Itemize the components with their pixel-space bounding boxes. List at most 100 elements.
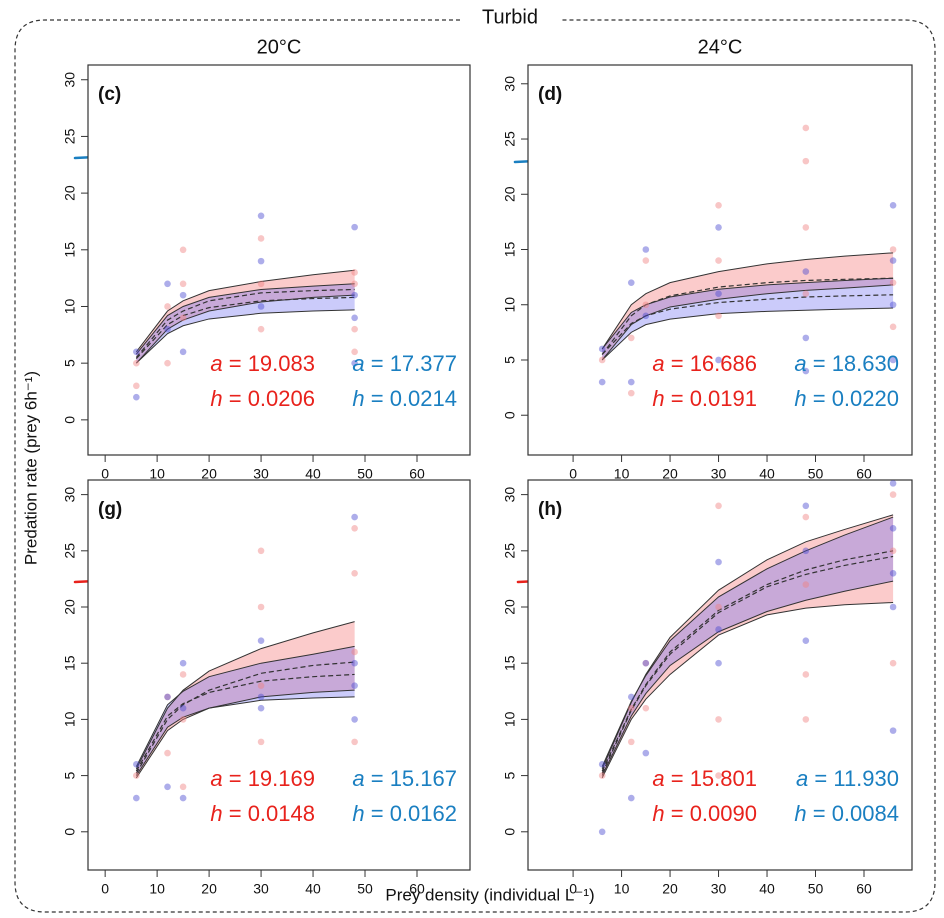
- data-point: [179, 671, 187, 678]
- data-point: [257, 738, 265, 746]
- x-tick-label: 20: [662, 881, 678, 897]
- data-point: [351, 314, 358, 322]
- data-point: [642, 749, 650, 757]
- y-tick-label: 20: [502, 186, 518, 202]
- data-point: [257, 212, 265, 220]
- parameter-label: a = 19.083: [210, 351, 315, 376]
- data-point: [715, 290, 722, 297]
- x-tick-label: 30: [253, 466, 269, 482]
- data-point: [133, 772, 140, 779]
- y-tick-label: 15: [502, 242, 518, 258]
- data-point: [802, 502, 810, 510]
- y-tick-label: 30: [502, 487, 518, 503]
- data-point: [715, 224, 722, 231]
- column-header: 20°C: [257, 36, 302, 58]
- data-point: [133, 348, 140, 356]
- data-point: [627, 334, 635, 342]
- data-point: [889, 603, 897, 611]
- x-tick-label: 40: [305, 881, 321, 897]
- data-point: [257, 637, 265, 645]
- data-point: [133, 359, 140, 367]
- data-point: [802, 290, 810, 297]
- data-point: [642, 704, 650, 712]
- data-point: [802, 334, 810, 342]
- data-point: [715, 257, 722, 264]
- panel: 0 10 20 30 40 50 60 0 5 10 15 20 25 30 (h) a = 15.801 h …: [502, 479, 913, 897]
- panel-label: (h): [538, 499, 562, 520]
- y-tick-label: 20: [62, 599, 78, 615]
- panel: 0 10 20 30 40 50 60 0 5 10 15 20 25 30 (g) a = 19.169 h …: [62, 479, 471, 897]
- confidence-band: [136, 270, 355, 364]
- band-edge: [135, 645, 355, 767]
- fit-line: [135, 673, 355, 772]
- x-tick-label: 20: [201, 881, 217, 897]
- data-point: [164, 749, 171, 757]
- band-edge: [601, 277, 894, 350]
- data-point: [889, 659, 897, 667]
- data-point: [133, 761, 140, 768]
- y-tick-label: 10: [62, 298, 78, 314]
- data-point: [802, 581, 810, 588]
- y-tick-label: 20: [502, 599, 518, 615]
- parameter-label: a = 15.801: [652, 766, 757, 791]
- data-point: [889, 202, 897, 209]
- confidence-band: [602, 278, 894, 360]
- parameter-label: h = 0.0148: [210, 801, 315, 826]
- data-point: [715, 356, 722, 364]
- band-edge: [601, 307, 894, 361]
- data-point: [598, 772, 606, 779]
- data-point: [351, 738, 358, 746]
- y-tick-label: 0: [502, 411, 518, 419]
- y-tick-label: 30: [62, 72, 78, 88]
- y-tick-label: 0: [502, 828, 518, 836]
- y-axis-label: Predation rate (prey 6h⁻¹): [21, 371, 40, 565]
- data-point: [133, 794, 140, 802]
- data-point: [164, 280, 171, 288]
- data-point: [627, 704, 635, 712]
- data-point: [351, 569, 358, 577]
- y-tick-label: 25: [62, 128, 78, 144]
- parameter-label: h = 0.0220: [794, 386, 899, 411]
- band-edge: [135, 294, 355, 364]
- parameter-label: h = 0.0084: [794, 801, 899, 826]
- confidence-band: [136, 283, 355, 364]
- parameter-label: h = 0.0090: [652, 801, 757, 826]
- plot-area: [527, 64, 913, 456]
- parameter-label: a = 16.686: [652, 351, 757, 376]
- band-edge: [135, 283, 355, 355]
- band-edge: [135, 696, 355, 776]
- x-tick-label: 60: [856, 881, 872, 897]
- data-point: [642, 659, 650, 667]
- data-point: [179, 794, 187, 802]
- data-point: [133, 382, 140, 390]
- data-point: [257, 303, 265, 310]
- parameter-label: h = 0.0162: [352, 801, 457, 826]
- data-point: [351, 280, 358, 288]
- data-point: [598, 345, 606, 353]
- panel-label: (d): [538, 84, 562, 105]
- confidence-band: [602, 517, 894, 776]
- data-point: [351, 659, 358, 667]
- data-point: [351, 223, 358, 231]
- data-point: [257, 257, 265, 265]
- data-point: [802, 367, 810, 375]
- y-tick-label: 5: [502, 771, 518, 779]
- data-point: [164, 303, 171, 310]
- data-point: [257, 325, 265, 333]
- data-point: [889, 257, 897, 264]
- y-tick-label: 20: [62, 185, 78, 201]
- data-point: [802, 157, 810, 165]
- fit-line: [601, 555, 894, 774]
- y-tick-label: 0: [62, 416, 78, 424]
- fit-line: [601, 550, 894, 772]
- parameter-label: a = 19.169: [210, 766, 315, 791]
- band-edge: [135, 621, 355, 770]
- panel: 0 10 20 30 40 50 60 0 5 10 15 20 25 30 (d) a = 16.686 h …: [502, 64, 913, 482]
- panel-label: (g): [98, 499, 122, 520]
- data-point: [179, 348, 187, 356]
- data-point: [889, 301, 897, 309]
- band-edge: [601, 516, 894, 767]
- panel: 0 10 20 30 40 50 60 0 5 10 15 20 25 30 (c) a = 19.083 h …: [62, 64, 471, 482]
- data-point: [802, 637, 810, 645]
